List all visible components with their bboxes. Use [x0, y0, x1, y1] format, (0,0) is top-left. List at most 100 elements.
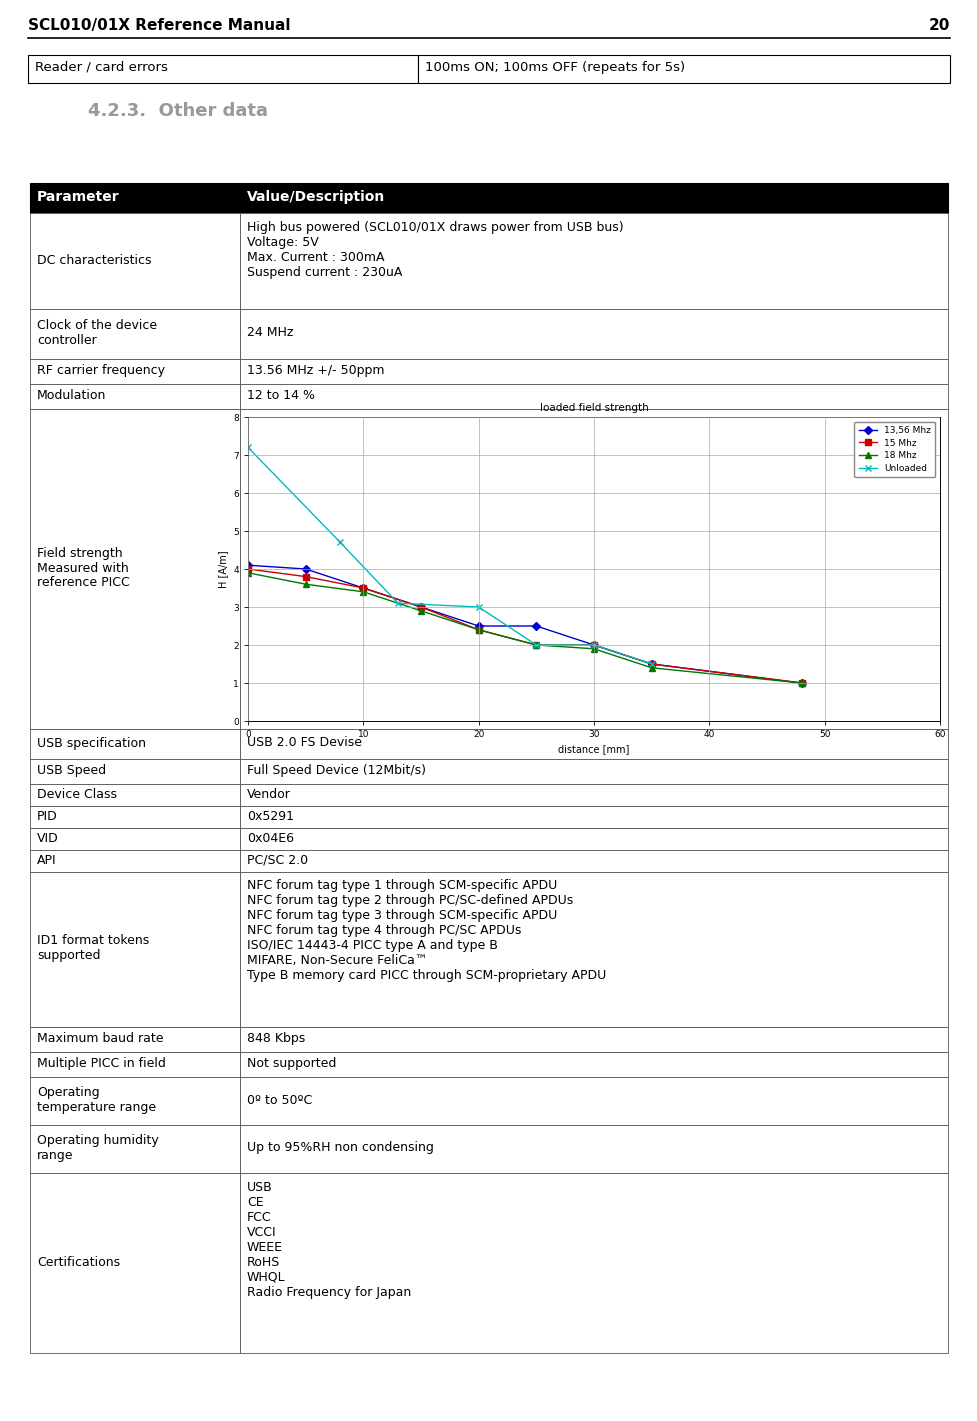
13,56 Mhz	[530, 618, 541, 635]
18 Mhz	[530, 637, 541, 654]
Bar	[239, 806, 947, 828]
15 Mhz	[530, 637, 541, 654]
Legend: 13,56 Mhz, 15 Mhz, 18 Mhz, Unloaded: 13,56 Mhz, 15 Mhz, 18 Mhz, Unloaded	[854, 422, 935, 477]
Bar	[30, 872, 239, 1027]
Text: Voltage: 5V: Voltage: 5V	[247, 236, 319, 249]
Text: range: range	[37, 1150, 73, 1162]
Text: Operating humidity: Operating humidity	[37, 1134, 158, 1147]
Bar	[239, 729, 947, 759]
Text: 20: 20	[928, 18, 949, 33]
Line: 18 Mhz: 18 Mhz	[245, 570, 803, 686]
Unloaded	[472, 598, 484, 615]
Bar	[30, 850, 239, 872]
Text: 0x5291: 0x5291	[247, 810, 294, 823]
Bar	[30, 384, 239, 409]
Bar	[30, 183, 239, 213]
Bar	[28, 55, 417, 82]
Bar	[239, 828, 947, 850]
13,56 Mhz	[472, 618, 484, 635]
Text: temperature range: temperature range	[37, 1101, 156, 1114]
Text: RF carrier frequency: RF carrier frequency	[37, 364, 165, 377]
13,56 Mhz	[795, 675, 807, 692]
Text: CE: CE	[247, 1196, 264, 1209]
Bar	[239, 1172, 947, 1353]
Text: VID: VID	[37, 831, 59, 844]
15 Mhz	[414, 598, 426, 615]
Text: Operating: Operating	[37, 1086, 100, 1098]
Bar	[239, 759, 947, 784]
Text: Type B memory card PICC through SCM-proprietary APDU: Type B memory card PICC through SCM-prop…	[247, 969, 606, 982]
Text: Vendor: Vendor	[247, 787, 290, 800]
Unloaded	[392, 594, 404, 611]
15 Mhz	[795, 675, 807, 692]
Text: ID1 format tokens: ID1 format tokens	[37, 935, 149, 948]
Line: 15 Mhz: 15 Mhz	[245, 566, 803, 686]
Unloaded	[645, 655, 657, 672]
15 Mhz	[242, 560, 254, 577]
Text: NFC forum tag type 1 through SCM-specific APDU: NFC forum tag type 1 through SCM-specifi…	[247, 880, 557, 892]
15 Mhz	[358, 580, 369, 597]
Bar	[30, 1052, 239, 1077]
Bar	[239, 409, 947, 729]
Text: 12 to 14 %: 12 to 14 %	[247, 389, 315, 402]
Bar	[239, 183, 947, 213]
13,56 Mhz	[300, 560, 312, 577]
Text: Value/Description: Value/Description	[247, 190, 385, 205]
Text: Full Speed Device (12Mbit/s): Full Speed Device (12Mbit/s)	[247, 764, 426, 777]
Text: reference PICC: reference PICC	[37, 577, 130, 590]
X-axis label: distance [mm]: distance [mm]	[558, 745, 629, 755]
Text: 848 Kbps: 848 Kbps	[247, 1032, 305, 1044]
Text: NFC forum tag type 2 through PC/SC-defined APDUs: NFC forum tag type 2 through PC/SC-defin…	[247, 894, 573, 907]
18 Mhz	[358, 583, 369, 600]
Text: Not supported: Not supported	[247, 1057, 336, 1070]
Bar	[30, 784, 239, 806]
Text: USB: USB	[247, 1181, 273, 1194]
Bar	[30, 828, 239, 850]
Bar	[30, 409, 239, 729]
Text: Modulation: Modulation	[37, 389, 106, 402]
Text: MIFARE, Non-Secure FeliCa™: MIFARE, Non-Secure FeliCa™	[247, 953, 427, 968]
Text: supported: supported	[37, 949, 101, 962]
Text: Max. Current : 300mA: Max. Current : 300mA	[247, 252, 384, 264]
Bar	[30, 759, 239, 784]
Bar	[30, 1077, 239, 1125]
Text: Certifications: Certifications	[37, 1256, 120, 1269]
13,56 Mhz	[358, 580, 369, 597]
13,56 Mhz	[587, 637, 599, 654]
Text: SCL010/01X Reference Manual: SCL010/01X Reference Manual	[28, 18, 290, 33]
13,56 Mhz	[242, 557, 254, 574]
Unloaded	[334, 534, 346, 551]
Bar	[239, 360, 947, 384]
Text: PC/SC 2.0: PC/SC 2.0	[247, 854, 308, 867]
13,56 Mhz	[645, 655, 657, 672]
18 Mhz	[587, 641, 599, 658]
18 Mhz	[795, 675, 807, 692]
Text: 4.2.3.  Other data: 4.2.3. Other data	[88, 102, 268, 119]
Text: Parameter: Parameter	[37, 190, 119, 205]
Line: 13,56 Mhz: 13,56 Mhz	[245, 563, 803, 686]
Text: USB specification: USB specification	[37, 736, 146, 749]
Bar	[239, 1077, 947, 1125]
Text: Up to 95%RH non condensing: Up to 95%RH non condensing	[247, 1141, 434, 1154]
15 Mhz	[472, 621, 484, 638]
13,56 Mhz	[414, 598, 426, 615]
Text: 24 MHz: 24 MHz	[247, 327, 293, 340]
Text: Reader / card errors: Reader / card errors	[35, 61, 168, 74]
Text: High bus powered (SCL010/01X draws power from USB bus): High bus powered (SCL010/01X draws power…	[247, 222, 623, 234]
15 Mhz	[645, 655, 657, 672]
Y-axis label: H [A/m]: H [A/m]	[218, 550, 228, 588]
Bar	[417, 55, 949, 82]
Bar	[239, 1052, 947, 1077]
Text: ISO/IEC 14443-4 PICC type A and type B: ISO/IEC 14443-4 PICC type A and type B	[247, 939, 497, 952]
Text: Multiple PICC in field: Multiple PICC in field	[37, 1057, 166, 1070]
Text: API: API	[37, 854, 57, 867]
Text: 100ms ON; 100ms OFF (repeats for 5s): 100ms ON; 100ms OFF (repeats for 5s)	[425, 61, 685, 74]
Text: Measured with: Measured with	[37, 561, 129, 574]
Text: Field strength: Field strength	[37, 547, 122, 560]
18 Mhz	[414, 603, 426, 620]
Text: VCCI: VCCI	[247, 1226, 276, 1239]
Bar	[30, 213, 239, 308]
Line: Unloaded: Unloaded	[244, 443, 655, 668]
Text: NFC forum tag type 4 through PC/SC APDUs: NFC forum tag type 4 through PC/SC APDUs	[247, 924, 521, 936]
Bar	[30, 729, 239, 759]
